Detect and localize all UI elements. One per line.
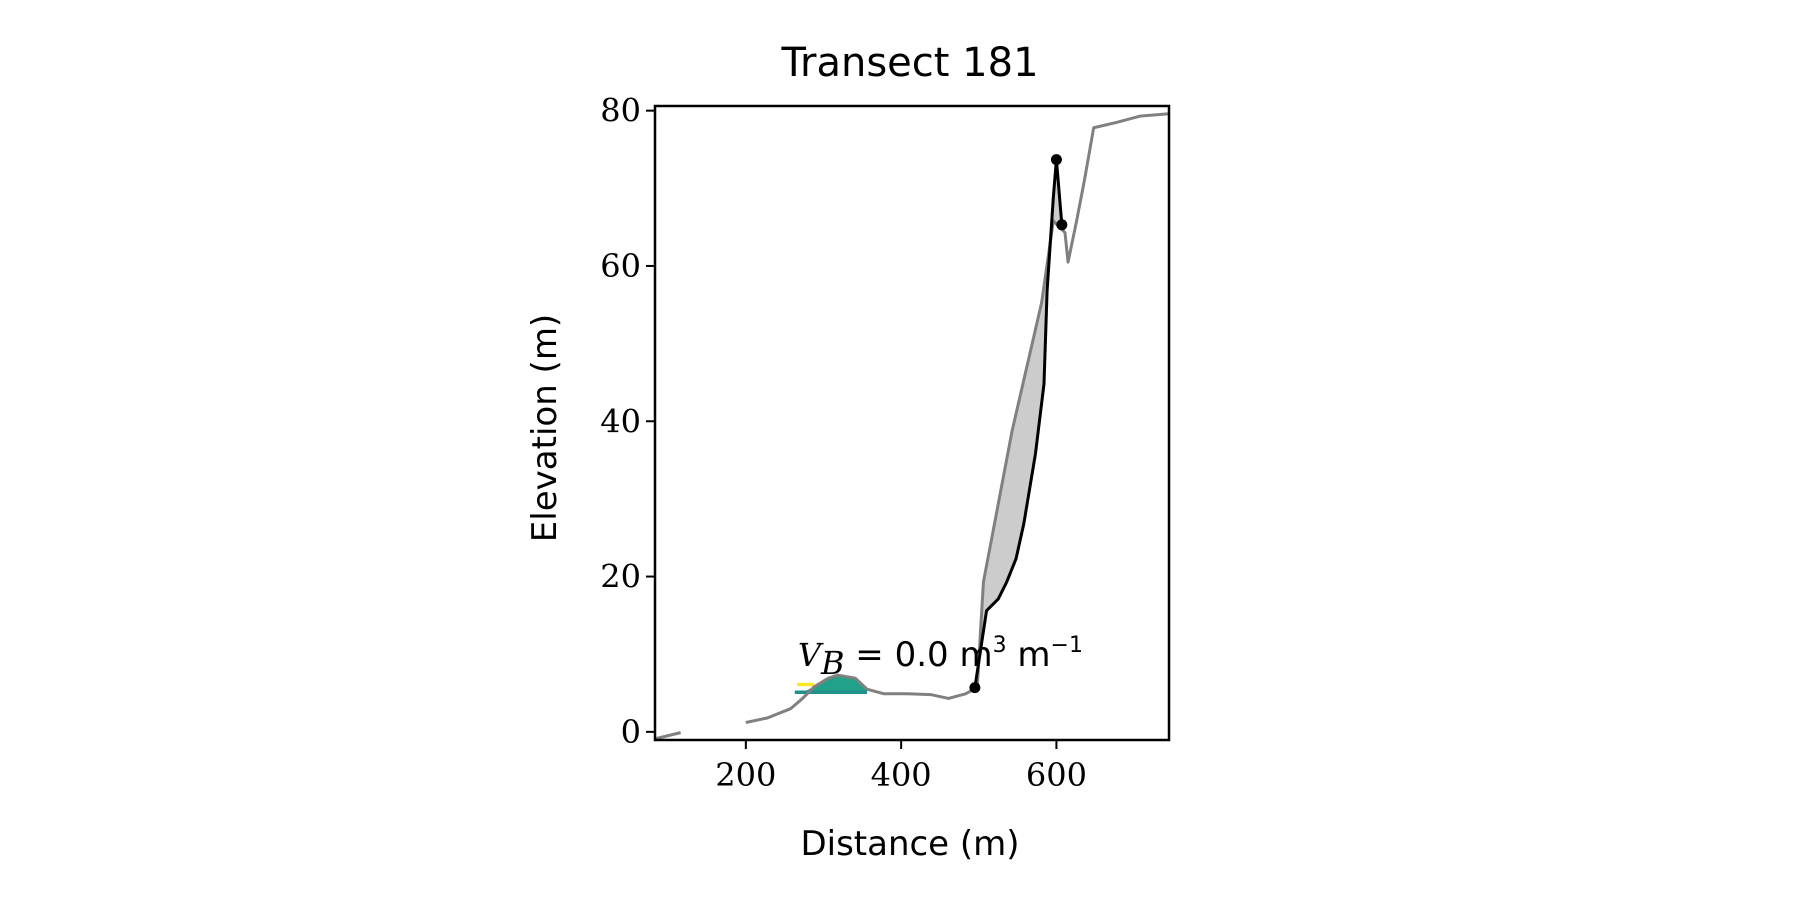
annotation: VB = 0.0 m3 m−1 bbox=[798, 633, 1083, 682]
y-tick-label: 20 bbox=[600, 558, 641, 596]
chart-title: Transect 181 bbox=[780, 40, 1038, 86]
difference-fill bbox=[974, 159, 1062, 688]
x-tick-label: 400 bbox=[871, 756, 932, 794]
annotation-superscript: 3 bbox=[993, 633, 1007, 658]
plot-area bbox=[655, 112, 1169, 740]
x-axis-label: Distance (m) bbox=[800, 824, 1019, 864]
y-axis-label: Elevation (m) bbox=[525, 314, 565, 542]
annotation-text: = 0.0 m bbox=[844, 635, 992, 675]
x-tick-label: 600 bbox=[1026, 756, 1087, 794]
annotation-superscript: −1 bbox=[1051, 633, 1083, 658]
annotation-text: m bbox=[1007, 635, 1051, 675]
y-tick-label: 0 bbox=[621, 713, 641, 751]
point bbox=[1050, 154, 1062, 166]
y-tick-label: 60 bbox=[600, 247, 641, 285]
series-line bbox=[655, 731, 681, 740]
x-tick-label: 200 bbox=[715, 756, 776, 794]
y-tick-label: 40 bbox=[600, 402, 641, 440]
series-line bbox=[745, 112, 1169, 724]
series-line bbox=[973, 158, 1064, 688]
point bbox=[969, 682, 981, 694]
axes-frame bbox=[653, 104, 1171, 742]
point bbox=[1056, 219, 1068, 231]
annotation-subscript: B bbox=[820, 644, 845, 682]
y-tick-label: 80 bbox=[600, 92, 641, 130]
annotation-symbol: V bbox=[798, 636, 824, 674]
